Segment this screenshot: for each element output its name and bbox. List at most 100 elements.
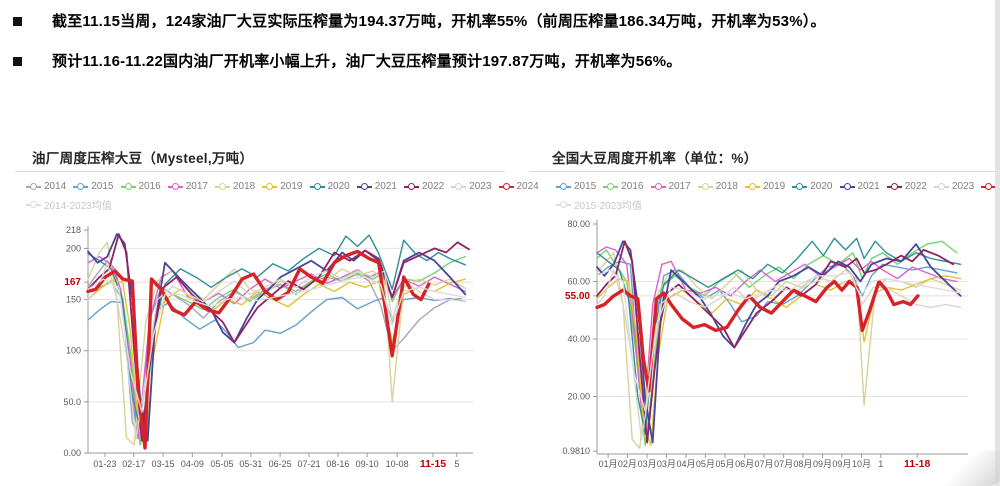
legend-item-2020: 2020 bbox=[309, 181, 350, 192]
svg-text:1: 1 bbox=[878, 459, 883, 469]
legend-marker-icon bbox=[167, 182, 183, 190]
svg-text:02-17: 02-17 bbox=[122, 459, 145, 469]
svg-text:06月: 06月 bbox=[735, 459, 754, 469]
legend-label: 2020 bbox=[327, 181, 350, 192]
svg-text:05-31: 05-31 bbox=[239, 459, 262, 469]
svg-text:07月: 07月 bbox=[754, 459, 773, 469]
svg-text:03-15: 03-15 bbox=[152, 459, 175, 469]
page-edge bbox=[995, 0, 1000, 486]
svg-text:50.0: 50.0 bbox=[63, 397, 81, 407]
svg-text:10月: 10月 bbox=[852, 459, 871, 469]
legend-marker-icon bbox=[262, 182, 278, 190]
legend-marker-icon bbox=[73, 182, 89, 190]
legend-label: 2021 bbox=[374, 181, 397, 192]
svg-text:218: 218 bbox=[66, 225, 81, 235]
svg-text:167: 167 bbox=[64, 277, 81, 288]
legend-item-2017: 2017 bbox=[650, 181, 691, 192]
bullet-text: 预计11.16-11.22国内油厂开机率小幅上升，油厂大豆压榨量预计197.87… bbox=[52, 53, 682, 70]
legend-marker-icon bbox=[451, 182, 467, 190]
svg-text:40.00: 40.00 bbox=[567, 334, 590, 344]
svg-text:5: 5 bbox=[454, 459, 459, 469]
legend-label: 2023 bbox=[952, 181, 975, 192]
legend-label: 2020 bbox=[810, 181, 833, 192]
svg-text:11-18: 11-18 bbox=[904, 458, 930, 470]
bullet-marker-icon bbox=[13, 17, 22, 26]
legend-label: 2023 bbox=[469, 181, 492, 192]
legend-marker-icon bbox=[356, 182, 372, 190]
svg-text:04-09: 04-09 bbox=[181, 459, 204, 469]
legend-label: 2016 bbox=[138, 181, 161, 192]
legend-row-left: 2014 2015 2016 2017 2018 2019 2020 2021 2022 2023… bbox=[26, 181, 539, 192]
legend-marker-icon bbox=[839, 182, 855, 190]
legend-item-2024: 2024 bbox=[498, 181, 539, 192]
svg-text:09-10: 09-10 bbox=[356, 459, 379, 469]
legend-item-2020: 2020 bbox=[792, 181, 833, 192]
svg-text:08月: 08月 bbox=[793, 459, 812, 469]
svg-text:06-25: 06-25 bbox=[269, 459, 292, 469]
legend-label: 2021 bbox=[857, 181, 880, 192]
svg-text:07-21: 07-21 bbox=[297, 459, 320, 469]
legend-label: 2022 bbox=[904, 181, 927, 192]
legend-marker-icon bbox=[26, 200, 41, 208]
legend-label: 2015 bbox=[574, 181, 597, 192]
legend-item-2021: 2021 bbox=[356, 181, 397, 192]
svg-text:07月: 07月 bbox=[774, 459, 793, 469]
svg-text:04月: 04月 bbox=[677, 459, 696, 469]
svg-text:60.00: 60.00 bbox=[567, 277, 590, 287]
svg-text:09月: 09月 bbox=[832, 459, 851, 469]
legend-item-2022: 2022 bbox=[886, 181, 927, 192]
svg-text:05月: 05月 bbox=[696, 459, 715, 469]
svg-text:03月: 03月 bbox=[638, 459, 657, 469]
legend-item-2016: 2016 bbox=[120, 181, 161, 192]
legend-marker-icon bbox=[309, 182, 325, 190]
svg-text:10-08: 10-08 bbox=[386, 459, 409, 469]
svg-text:150: 150 bbox=[66, 295, 81, 305]
svg-text:05月: 05月 bbox=[715, 459, 734, 469]
bullet-item: 截至11.15当周，124家油厂大豆实际压榨量为194.37万吨，开机率55%（… bbox=[13, 12, 973, 31]
legend-label: 2018 bbox=[233, 181, 256, 192]
svg-text:11-15: 11-15 bbox=[420, 458, 446, 470]
bullet-item: 预计11.16-11.22国内油厂开机率小幅上升，油厂大豆压榨量预计197.87… bbox=[13, 52, 973, 71]
svg-text:05-05: 05-05 bbox=[210, 459, 233, 469]
legend-item-2014: 2014 bbox=[26, 181, 66, 192]
title-divider bbox=[15, 171, 505, 172]
legend-marker-icon bbox=[26, 182, 41, 190]
corner-shade bbox=[928, 450, 1000, 486]
legend-label: 2016 bbox=[621, 181, 644, 192]
legend-item-2022: 2022 bbox=[404, 181, 444, 192]
legend-item-2018: 2018 bbox=[215, 181, 255, 192]
legend-item-2023: 2023 bbox=[451, 181, 492, 192]
legend-marker-icon bbox=[886, 182, 902, 190]
svg-text:03月: 03月 bbox=[657, 459, 676, 469]
legend-marker-icon bbox=[934, 182, 949, 190]
legend-marker-icon bbox=[215, 182, 230, 190]
legend-label: 2019 bbox=[763, 181, 786, 192]
svg-text:09月: 09月 bbox=[813, 459, 832, 469]
bullet-marker-icon bbox=[13, 57, 22, 66]
svg-text:200: 200 bbox=[66, 243, 81, 253]
legend-label: 2015-2023均值 bbox=[574, 201, 642, 212]
legend-item-2015: 2015 bbox=[73, 181, 114, 192]
legend-label: 2019 bbox=[280, 181, 303, 192]
svg-text:01月: 01月 bbox=[599, 459, 618, 469]
svg-text:80.00: 80.00 bbox=[567, 219, 590, 229]
legend-item-2023: 2023 bbox=[934, 181, 974, 192]
legend-item-2017: 2017 bbox=[167, 181, 208, 192]
legend-item-2014-2023均值: 2014-2023均值 bbox=[26, 197, 112, 212]
legend-marker-icon bbox=[404, 182, 419, 190]
legend-marker-icon bbox=[697, 182, 713, 190]
bullet-text: 截至11.15当周，124家油厂大豆实际压榨量为194.37万吨，开机率55%（… bbox=[52, 13, 826, 30]
svg-text:20.00: 20.00 bbox=[567, 392, 590, 402]
legend-item-2021: 2021 bbox=[839, 181, 880, 192]
legend-label: 2014-2023均值 bbox=[44, 201, 112, 212]
svg-text:55.00: 55.00 bbox=[565, 291, 590, 302]
legend-item-2019: 2019 bbox=[262, 181, 303, 192]
legend-item-2019: 2019 bbox=[745, 181, 785, 192]
legend-marker-icon bbox=[745, 182, 760, 190]
svg-text:01-23: 01-23 bbox=[93, 459, 116, 469]
legend-mean-row-left: 2014-2023均值 bbox=[26, 197, 119, 212]
legend-marker-icon bbox=[556, 200, 571, 208]
svg-text:100: 100 bbox=[66, 346, 81, 356]
